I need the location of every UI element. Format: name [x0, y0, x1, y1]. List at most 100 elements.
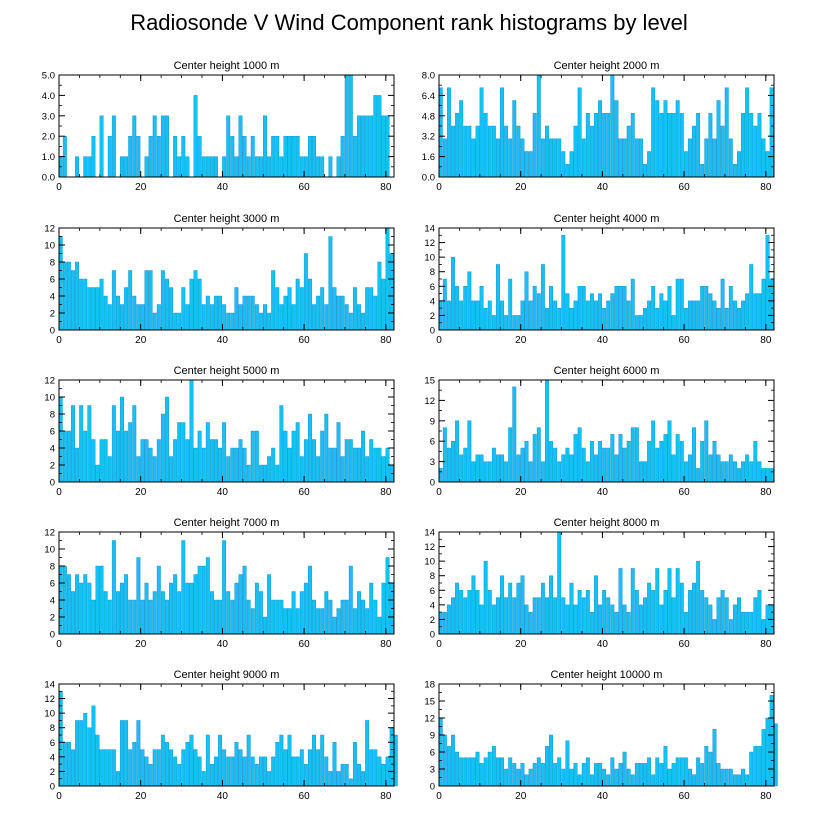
- histogram-bar: [230, 599, 235, 635]
- histogram-bar: [732, 164, 737, 178]
- y-tick-label: 2: [430, 615, 435, 626]
- histogram-bar: [508, 138, 513, 178]
- histogram-bar: [671, 315, 676, 331]
- histogram-bar: [242, 565, 247, 635]
- x-tick-label: 20: [135, 639, 147, 650]
- histogram-bar: [267, 456, 272, 483]
- histogram-bar: [700, 590, 705, 635]
- histogram-bar: [115, 771, 120, 787]
- y-tick-label: 8: [430, 267, 435, 278]
- histogram-bar: [205, 422, 210, 483]
- histogram-bar: [500, 757, 504, 787]
- histogram-bar: [602, 768, 607, 787]
- histogram-bar: [357, 115, 361, 178]
- histogram-bar: [128, 422, 133, 483]
- histogram-bar: [332, 287, 337, 331]
- y-tick-label: 12: [44, 694, 55, 705]
- histogram-bar: [361, 771, 366, 787]
- histogram-bar: [165, 278, 169, 331]
- histogram-bar: [675, 434, 680, 483]
- histogram-bar: [328, 771, 333, 787]
- histogram-bar: [156, 135, 161, 178]
- histogram-bar: [189, 582, 194, 635]
- histogram-bar: [234, 447, 239, 483]
- histogram-bar: [193, 447, 198, 483]
- histogram-bar: [626, 300, 631, 331]
- histogram-bar: [724, 461, 729, 483]
- x-tick-label: 60: [679, 182, 691, 193]
- histogram-bar: [487, 590, 492, 635]
- histogram-bar: [83, 430, 88, 483]
- histogram-bar: [573, 434, 578, 483]
- histogram-bar: [545, 746, 549, 787]
- histogram-bar: [230, 312, 235, 331]
- histogram-bar: [553, 447, 558, 483]
- histogram-bar: [132, 405, 137, 483]
- histogram-bar: [336, 771, 341, 787]
- x-tick-label: 20: [135, 791, 147, 802]
- histogram-bar: [577, 427, 582, 483]
- histogram-bar: [630, 774, 635, 787]
- histogram-bar: [610, 757, 615, 787]
- histogram-bar: [226, 115, 231, 178]
- panel-1: Center height 1000 m 0 20 40 60 80 0.0 1.0 2.0 3.…: [42, 60, 395, 193]
- histogram-bar: [189, 379, 194, 483]
- histogram-bar: [451, 441, 455, 483]
- histogram-bar: [442, 427, 447, 483]
- histogram-bar: [87, 287, 92, 331]
- x-tick-label: 60: [299, 487, 311, 498]
- panel-title: Center height 2000 m: [554, 60, 660, 72]
- y-tick-label: 14: [44, 680, 55, 691]
- histogram-bar: [287, 287, 292, 331]
- histogram-bar: [209, 304, 214, 331]
- histogram-bar: [287, 608, 292, 635]
- histogram-bar: [348, 439, 353, 483]
- histogram-bar: [594, 575, 598, 635]
- histogram-bar: [148, 599, 153, 635]
- histogram-bar: [545, 597, 549, 635]
- histogram-bar: [267, 312, 272, 331]
- histogram-bar: [683, 757, 688, 787]
- histogram-bar: [201, 771, 206, 787]
- histogram-bar: [250, 756, 255, 787]
- histogram-bar: [222, 749, 227, 787]
- histogram-bar: [532, 286, 537, 331]
- histogram-bar: [622, 286, 627, 331]
- y-tick-label: 2: [50, 613, 55, 624]
- histogram-bar: [557, 531, 562, 635]
- histogram-bar: [357, 591, 361, 635]
- y-tick-label: 12: [44, 376, 55, 387]
- histogram-bar: [263, 616, 267, 635]
- histogram-bar: [87, 156, 92, 178]
- histogram-bar: [577, 774, 582, 787]
- histogram-bar: [185, 582, 190, 635]
- histogram-bar: [553, 138, 558, 178]
- histogram-bar: [201, 447, 206, 483]
- histogram-bar: [291, 304, 296, 331]
- histogram-bar: [483, 307, 488, 331]
- y-tick-label: 10: [44, 545, 55, 556]
- histogram-bar: [324, 756, 329, 787]
- y-tick-label: 3: [430, 765, 435, 776]
- histogram-bar: [467, 420, 472, 483]
- histogram-bar: [643, 307, 647, 331]
- histogram-bar: [185, 304, 190, 331]
- panel-title: Center height 1000 m: [174, 60, 280, 72]
- histogram-bar: [258, 312, 263, 331]
- y-tick-label: 8: [430, 571, 435, 582]
- x-tick-label: 0: [56, 791, 62, 802]
- histogram-bar: [242, 295, 247, 331]
- histogram-bar: [708, 113, 713, 178]
- histogram-bar: [749, 751, 754, 787]
- histogram-bar: [75, 447, 80, 483]
- histogram-bar: [741, 461, 746, 483]
- histogram-bar: [303, 156, 308, 178]
- histogram-bar: [156, 304, 161, 331]
- histogram-bar: [508, 582, 513, 635]
- histogram-bar: [487, 125, 492, 178]
- histogram-bar: [132, 599, 137, 635]
- histogram-bar: [71, 591, 75, 635]
- histogram-bar: [308, 749, 312, 787]
- histogram-bar: [626, 768, 631, 787]
- histogram-bar: [160, 270, 165, 331]
